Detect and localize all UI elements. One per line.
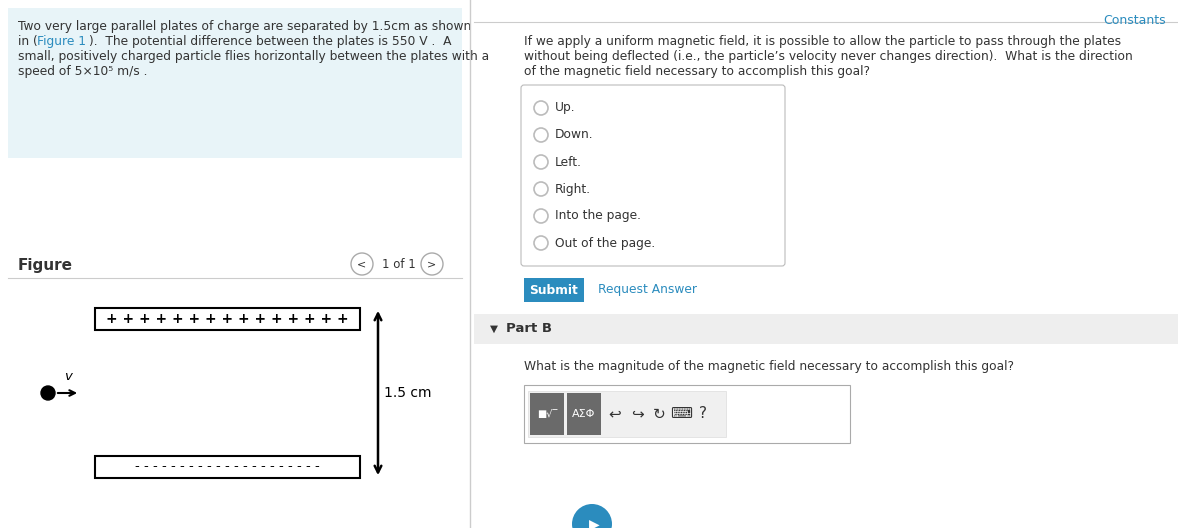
Text: Submit: Submit — [530, 284, 578, 297]
Bar — [95, 456, 360, 478]
Bar — [95, 308, 360, 330]
Circle shape — [41, 386, 55, 400]
Text: speed of 5×10⁵ m/s .: speed of 5×10⁵ m/s . — [18, 65, 147, 78]
Text: v: v — [64, 370, 72, 383]
Bar — [8, 8, 462, 158]
Bar — [530, 393, 564, 435]
Text: Down.: Down. — [555, 128, 594, 142]
Text: ).  The potential difference between the plates is 550 V .  A: ). The potential difference between the … — [90, 35, 451, 48]
Text: ↪: ↪ — [630, 407, 643, 421]
Text: - - - - - - - - - - - - - - - - - - - - -: - - - - - - - - - - - - - - - - - - - - … — [135, 460, 320, 474]
Bar — [524, 385, 851, 443]
Text: Out of the page.: Out of the page. — [555, 237, 655, 250]
Text: ■√‾: ■√‾ — [537, 409, 557, 419]
Text: Two very large parallel plates of charge are separated by 1.5cm as shown: Two very large parallel plates of charge… — [18, 20, 471, 33]
FancyBboxPatch shape — [524, 278, 584, 302]
Text: 1 of 1: 1 of 1 — [382, 258, 416, 270]
Text: <: < — [357, 259, 366, 269]
Text: What is the magnitude of the magnetic field necessary to accomplish this goal?: What is the magnitude of the magnetic fi… — [524, 360, 1014, 373]
Text: Left.: Left. — [555, 156, 582, 168]
Text: >: > — [428, 259, 437, 269]
FancyBboxPatch shape — [521, 85, 785, 266]
Bar — [567, 393, 601, 435]
Bar — [474, 314, 1178, 344]
Text: ▶: ▶ — [589, 517, 600, 528]
Text: AΣΦ: AΣΦ — [573, 409, 596, 419]
Text: ▼: ▼ — [490, 324, 498, 334]
Text: If we apply a uniform magnetic field, it is possible to allow the particle to pa: If we apply a uniform magnetic field, it… — [524, 35, 1121, 48]
Bar — [528, 391, 726, 437]
Text: Request Answer: Request Answer — [598, 284, 697, 297]
Text: ↩: ↩ — [609, 407, 621, 421]
Text: Figure 1: Figure 1 — [37, 35, 86, 48]
Text: ?: ? — [699, 407, 707, 421]
Text: + + + + + + + + + + + + + + +: + + + + + + + + + + + + + + + — [106, 312, 349, 326]
Text: Right.: Right. — [555, 183, 591, 195]
Text: Into the page.: Into the page. — [555, 210, 641, 222]
Text: ↻: ↻ — [653, 407, 666, 421]
Circle shape — [573, 504, 613, 528]
Text: Constants: Constants — [1104, 14, 1166, 27]
Text: of the magnetic field necessary to accomplish this goal?: of the magnetic field necessary to accom… — [524, 65, 871, 78]
Text: Part B: Part B — [507, 323, 552, 335]
Text: Figure: Figure — [18, 258, 73, 273]
Text: Up.: Up. — [555, 101, 576, 115]
Text: without being deflected (i.e., the particle’s velocity never changes direction).: without being deflected (i.e., the parti… — [524, 50, 1133, 63]
Text: 1.5 cm: 1.5 cm — [384, 386, 431, 400]
Text: small, positively charged particle flies horizontally between the plates with a: small, positively charged particle flies… — [18, 50, 489, 63]
Text: in (: in ( — [18, 35, 38, 48]
Text: ⌨: ⌨ — [670, 407, 691, 421]
